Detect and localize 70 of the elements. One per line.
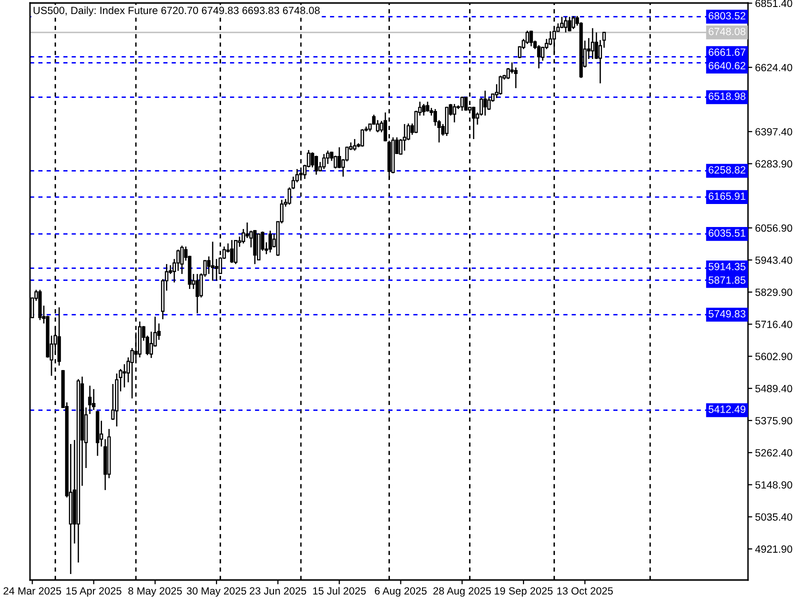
candlestick <box>314 155 318 176</box>
y-tick-label: 5489.40 <box>755 384 792 392</box>
candlestick <box>180 245 184 275</box>
candlestick <box>234 239 238 265</box>
candlestick <box>572 15 576 30</box>
candlestick <box>245 222 249 239</box>
candlestick <box>590 28 594 60</box>
y-tick-label: 5602.90 <box>755 352 792 360</box>
candlestick <box>230 239 234 264</box>
x-tick-label: 13 Oct 2025 <box>557 587 613 595</box>
candlestick <box>88 385 92 415</box>
y-tick-label: 6851.40 <box>755 0 792 8</box>
y-tick-label: 5943.40 <box>755 256 792 264</box>
candlestick <box>526 30 530 45</box>
candlestick <box>564 16 568 34</box>
y-tick-label: 5375.90 <box>755 417 792 424</box>
candlestick <box>150 331 154 359</box>
candlestick <box>360 128 364 148</box>
y-tick-label: 5829.90 <box>755 288 792 296</box>
ref-line-label: 6165.91 <box>708 192 746 200</box>
x-tick-label: 15 Jul 2025 <box>313 586 366 595</box>
x-tick-label: 6 Aug 2025 <box>374 587 427 597</box>
x-tick-label: 30 May 2025 <box>186 587 246 597</box>
candlestick <box>196 273 200 314</box>
candlestick <box>529 30 533 47</box>
ref-line-label: 5412.49 <box>708 406 746 413</box>
ref-line-label: 6518.98 <box>708 92 746 100</box>
x-tick-label: 15 Apr 2025 <box>66 587 122 597</box>
x-tick-label: 8 May 2025 <box>128 587 182 597</box>
x-tick-label: 19 Sep 2025 <box>494 587 553 597</box>
y-tick-label: 5716.40 <box>755 320 792 328</box>
candlestick <box>122 364 126 388</box>
y-tick-label: 6624.40 <box>755 64 792 72</box>
x-tick-label: 24 Mar 2025 <box>4 587 62 595</box>
candlestick <box>402 123 406 152</box>
candlestick <box>326 150 330 165</box>
y-tick-label: 6056.90 <box>755 224 792 232</box>
y-tick-label: 5262.40 <box>755 449 792 456</box>
ref-line-label: 6748.08 <box>708 28 746 36</box>
candlestick <box>334 155 338 170</box>
candlestick <box>568 16 572 32</box>
candlestick <box>376 119 380 133</box>
ref-line-label: 5871.85 <box>708 276 746 284</box>
candlestick <box>92 388 96 411</box>
candlestick <box>268 230 272 254</box>
y-tick-label: 6283.90 <box>755 160 792 168</box>
candlestick <box>514 66 518 89</box>
candlestick <box>422 103 426 116</box>
y-tick-label: 5148.90 <box>755 481 792 489</box>
candlestick <box>460 96 464 112</box>
y-tick-label: 4921.90 <box>755 545 792 553</box>
ref-line-label: 6640.62 <box>708 62 746 70</box>
chart-title: US500, Daily: Index Future 6720.70 6749.83 6693.83 6748.08 <box>34 6 320 16</box>
candlestick <box>352 138 356 152</box>
candlestick <box>322 153 326 170</box>
ref-line-label: 6035.51 <box>708 229 746 237</box>
candlestick <box>483 90 487 116</box>
candlestick <box>452 103 456 123</box>
y-tick-label: 5035.40 <box>755 513 792 521</box>
ref-line-label: 6803.52 <box>708 12 746 20</box>
x-tick-label: 23 Jun 2025 <box>250 587 306 595</box>
candlestick <box>537 44 541 69</box>
ref-line-label: 6258.82 <box>708 166 746 174</box>
y-tick-label: 6397.40 <box>755 128 792 136</box>
ref-line-label: 5914.35 <box>708 262 746 270</box>
ref-line-label: 6661.67 <box>708 48 746 56</box>
ref-line-label: 5749.83 <box>708 310 746 318</box>
x-tick-label: 28 Aug 2025 <box>433 587 491 597</box>
candlestick <box>498 75 502 96</box>
candlestick <box>210 241 214 282</box>
